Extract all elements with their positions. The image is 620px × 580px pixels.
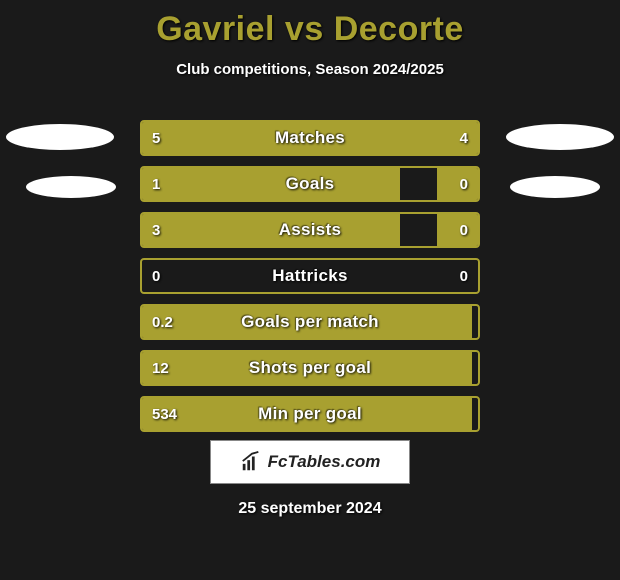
stat-value-left: 534 xyxy=(152,396,177,432)
player-left-badge-bottom xyxy=(26,176,116,198)
comparison-card: Gavriel vs Decorte Club competitions, Se… xyxy=(0,0,620,580)
stat-value-right: 4 xyxy=(460,120,468,156)
brand-badge[interactable]: FcTables.com xyxy=(210,440,410,484)
stat-label: Goals per match xyxy=(140,304,480,340)
stat-row: Goals1 0 xyxy=(140,166,480,202)
stat-label: Shots per goal xyxy=(140,350,480,386)
stat-row: Assists3 0 xyxy=(140,212,480,248)
stat-label: Goals xyxy=(140,166,480,202)
chart-icon xyxy=(240,451,262,473)
stat-value-left: 5 xyxy=(152,120,160,156)
page-title: Gavriel vs Decorte xyxy=(0,0,620,49)
stat-row: Hattricks0 0 xyxy=(140,258,480,294)
player-left-badge-top xyxy=(6,124,114,150)
stat-value-left: 3 xyxy=(152,212,160,248)
stat-label: Min per goal xyxy=(140,396,480,432)
player-right-badge-bottom xyxy=(510,176,600,198)
stat-value-right: 0 xyxy=(460,212,468,248)
footer-date: 25 september 2024 xyxy=(0,500,620,518)
stat-value-left: 1 xyxy=(152,166,160,202)
brand-text: FcTables.com xyxy=(268,452,381,472)
stats-bars: Matches54Goals10Assists30Hattricks00Goal… xyxy=(140,120,480,442)
stat-row: Shots per goal12 xyxy=(140,350,480,386)
stat-value-left: 12 xyxy=(152,350,169,386)
stat-row: Min per goal534 xyxy=(140,396,480,432)
stat-row: Matches5 4 xyxy=(140,120,480,156)
stat-value-left: 0.2 xyxy=(152,304,173,340)
stat-value-left: 0 xyxy=(152,258,160,294)
stat-label: Assists xyxy=(140,212,480,248)
stat-value-right: 0 xyxy=(460,258,468,294)
stat-label: Hattricks xyxy=(140,258,480,294)
page-subtitle: Club competitions, Season 2024/2025 xyxy=(0,61,620,78)
stat-label: Matches xyxy=(140,120,480,156)
player-right-badge-top xyxy=(506,124,614,150)
stat-row: Goals per match0.2 xyxy=(140,304,480,340)
stat-value-right: 0 xyxy=(460,166,468,202)
